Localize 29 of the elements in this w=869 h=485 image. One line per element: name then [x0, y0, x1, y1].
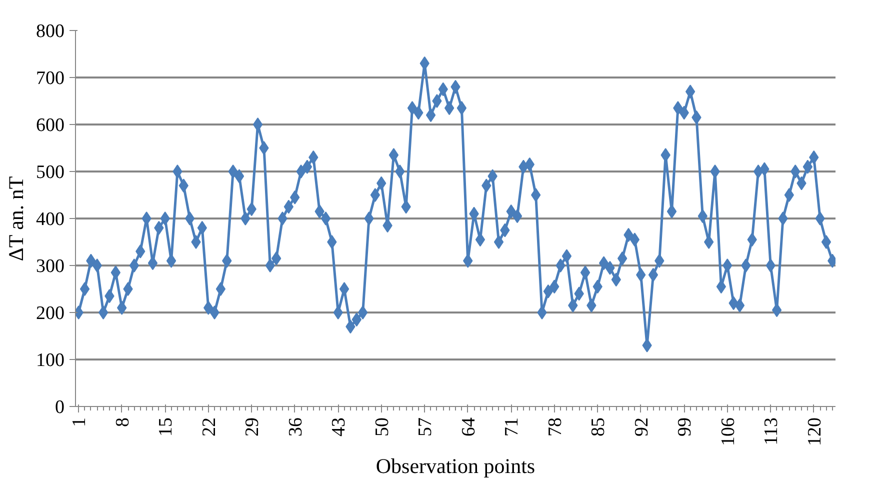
- x-axis-title: Observation points: [376, 454, 536, 478]
- x-tick-label: 99: [674, 418, 696, 436]
- x-tick-label: 92: [631, 418, 652, 436]
- x-tick-label: 43: [328, 418, 350, 436]
- x-tick-label: 64: [458, 417, 480, 436]
- y-tick-label: 100: [36, 350, 64, 371]
- x-tick-label: 15: [156, 418, 177, 436]
- x-tick-label: 85: [588, 418, 610, 436]
- x-tick-label: 106: [718, 418, 739, 446]
- x-tick-label: 36: [285, 418, 306, 436]
- x-tick-label: 78: [544, 418, 566, 436]
- y-tick-label: 700: [36, 68, 64, 89]
- x-tick-label: 29: [242, 418, 264, 436]
- y-tick-label: 300: [36, 256, 64, 277]
- x-tick-label: 22: [198, 418, 220, 436]
- x-tick-label: 120: [804, 418, 826, 446]
- x-tick-label: 50: [372, 418, 393, 436]
- y-axis-title: ΔT an. nT: [4, 176, 28, 262]
- y-tick-label: 500: [36, 162, 64, 183]
- y-tick-label: 400: [36, 209, 64, 230]
- x-tick-label: 71: [502, 418, 523, 436]
- y-tick-label: 600: [36, 115, 64, 136]
- y-tick-label: 800: [36, 21, 64, 42]
- y-tick-label: 0: [55, 397, 64, 418]
- x-tick-label: 1: [69, 418, 90, 427]
- x-tick-label: 57: [415, 418, 436, 436]
- x-tick-label: 8: [112, 418, 134, 427]
- y-tick-label: 200: [36, 303, 64, 324]
- x-tick-label: 113: [761, 418, 782, 446]
